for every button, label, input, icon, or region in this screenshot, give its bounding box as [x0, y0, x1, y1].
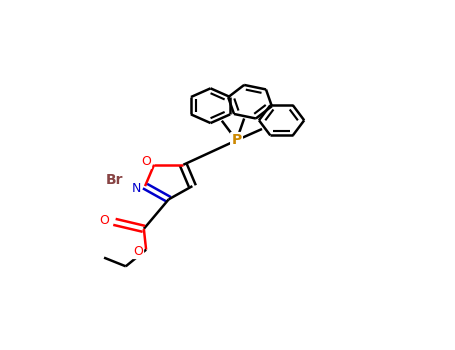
Text: O: O	[141, 155, 151, 168]
Text: P: P	[232, 133, 242, 147]
Text: O: O	[100, 214, 110, 227]
Text: N: N	[131, 182, 141, 195]
Text: O: O	[133, 245, 143, 258]
Text: Br: Br	[106, 173, 123, 187]
